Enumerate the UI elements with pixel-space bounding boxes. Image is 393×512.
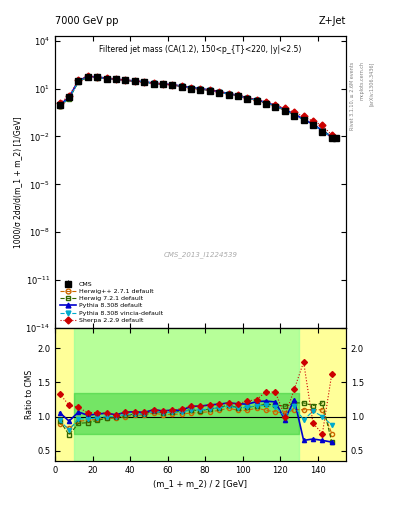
Legend: CMS, Herwig++ 2.7.1 default, Herwig 7.2.1 default, Pythia 8.308 default, Pythia : CMS, Herwig++ 2.7.1 default, Herwig 7.2.… xyxy=(58,280,165,325)
Text: Rivet 3.1.10, ≥ 2.6M events: Rivet 3.1.10, ≥ 2.6M events xyxy=(350,61,355,130)
Y-axis label: 1000/σ 2dσ/d(m_1 + m_2) [1/GeV]: 1000/σ 2dσ/d(m_1 + m_2) [1/GeV] xyxy=(14,116,22,248)
Bar xyxy=(55,328,346,461)
Text: CMS_2013_I1224539: CMS_2013_I1224539 xyxy=(163,251,237,259)
Text: Filtered jet mass (CA(1.2), 150<p_{T}<220, |y|<2.5): Filtered jet mass (CA(1.2), 150<p_{T}<22… xyxy=(99,45,301,54)
Text: 7000 GeV pp: 7000 GeV pp xyxy=(55,15,119,26)
Bar xyxy=(55,328,346,461)
X-axis label: (m_1 + m_2) / 2 [GeV]: (m_1 + m_2) / 2 [GeV] xyxy=(153,479,248,488)
Text: Z+Jet: Z+Jet xyxy=(318,15,346,26)
Text: mcplots.cern.ch: mcplots.cern.ch xyxy=(360,61,365,100)
Y-axis label: Ratio to CMS: Ratio to CMS xyxy=(25,370,34,419)
Text: [arXiv:1306.3436]: [arXiv:1306.3436] xyxy=(369,61,375,106)
